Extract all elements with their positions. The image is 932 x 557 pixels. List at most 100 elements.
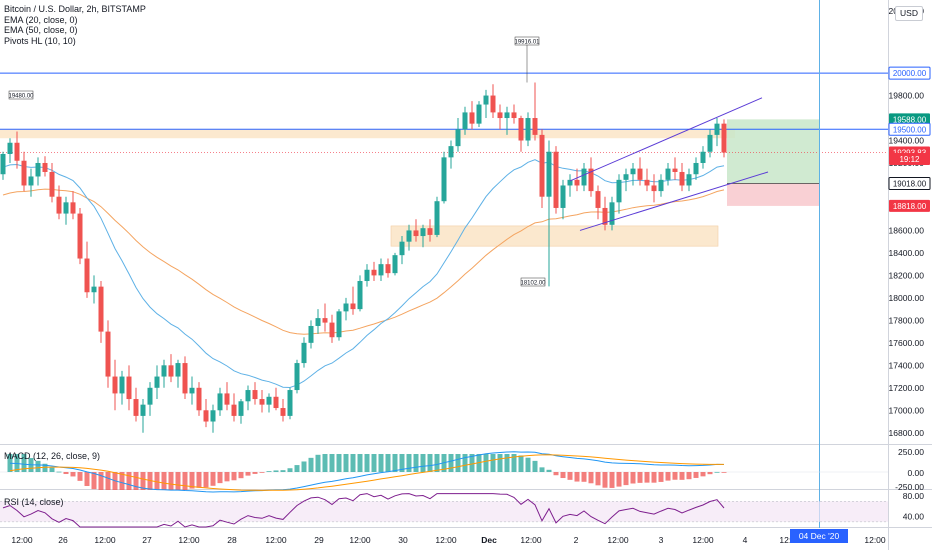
candle-body[interactable] <box>28 176 34 186</box>
candle-body[interactable] <box>14 142 20 161</box>
candle-body[interactable] <box>385 264 391 274</box>
candle-body[interactable] <box>126 376 132 400</box>
channel-upper-line[interactable] <box>569 97 763 182</box>
macd-label[interactable]: MACD (12, 26, close, 9) <box>4 451 101 461</box>
candle-body[interactable] <box>322 318 328 323</box>
candle-body[interactable] <box>560 185 566 208</box>
candle-body[interactable] <box>658 179 664 192</box>
candle-body[interactable] <box>483 95 489 105</box>
candle-body[interactable] <box>490 95 496 113</box>
candle-body[interactable] <box>700 151 706 163</box>
candle-body[interactable] <box>105 331 111 377</box>
candle-body[interactable] <box>70 202 76 214</box>
candle-body[interactable] <box>196 387 202 411</box>
candle-body[interactable] <box>84 258 90 293</box>
candle-body[interactable] <box>588 168 594 192</box>
candle-body[interactable] <box>707 134 713 152</box>
candle-body[interactable] <box>721 123 727 153</box>
candle-body[interactable] <box>168 365 174 377</box>
candle-body[interactable] <box>315 318 321 326</box>
candle-body[interactable] <box>210 410 216 422</box>
candle-body[interactable] <box>280 408 286 416</box>
candle-body[interactable] <box>175 363 181 377</box>
candle-body[interactable] <box>203 410 209 422</box>
position-profit-zone[interactable] <box>727 119 819 184</box>
candle-body[interactable] <box>469 112 475 124</box>
candle-body[interactable] <box>686 174 692 186</box>
candle-body[interactable] <box>343 303 349 312</box>
candle-body[interactable] <box>413 230 419 237</box>
candle-body[interactable] <box>147 387 153 405</box>
candle-body[interactable] <box>448 146 454 158</box>
indicator-ema20[interactable]: EMA (20, close, 0) <box>4 14 78 25</box>
candle-body[interactable] <box>462 112 468 130</box>
candle-body[interactable] <box>357 281 363 310</box>
currency-button[interactable]: USD <box>895 6 923 21</box>
candle-body[interactable] <box>399 241 405 256</box>
candle-body[interactable] <box>21 160 27 186</box>
candle-body[interactable] <box>714 123 720 135</box>
indicator-ema50[interactable]: EMA (50, close, 0) <box>4 25 78 35</box>
candle-body[interactable] <box>273 396 279 409</box>
candle-body[interactable] <box>420 228 426 237</box>
candle-body[interactable] <box>630 168 636 175</box>
candle-body[interactable] <box>350 303 356 310</box>
candle-body[interactable] <box>301 342 307 364</box>
candle-body[interactable] <box>553 151 559 208</box>
candle-body[interactable] <box>567 179 573 186</box>
candle-body[interactable] <box>287 390 293 416</box>
candle-body[interactable] <box>217 393 223 411</box>
candle-body[interactable] <box>574 179 580 186</box>
candle-body[interactable] <box>161 365 167 377</box>
candle-body[interactable] <box>266 396 272 405</box>
candle-body[interactable] <box>364 269 370 282</box>
candle-body[interactable] <box>581 168 587 186</box>
candle-body[interactable] <box>133 399 139 416</box>
candle-body[interactable] <box>329 322 335 338</box>
candle-body[interactable] <box>63 202 69 214</box>
candle-body[interactable] <box>455 129 461 147</box>
candle-body[interactable] <box>602 207 608 225</box>
indicator-pivots[interactable]: Pivots HL (10, 10) <box>4 35 76 46</box>
candle-body[interactable] <box>665 168 671 180</box>
candle-body[interactable] <box>98 286 104 332</box>
candle-body[interactable] <box>252 390 258 400</box>
candle-body[interactable] <box>308 325 314 343</box>
candle-body[interactable] <box>441 157 447 202</box>
candle-body[interactable] <box>49 171 55 197</box>
position-loss-zone[interactable] <box>727 183 819 206</box>
candle-body[interactable] <box>336 311 342 338</box>
candle-body[interactable] <box>693 162 699 175</box>
channel-lower-line[interactable] <box>579 171 769 231</box>
candle-body[interactable] <box>238 401 244 416</box>
candle-body[interactable] <box>224 393 230 405</box>
candle-body[interactable] <box>140 404 146 416</box>
candle-body[interactable] <box>672 168 678 172</box>
candle-body[interactable] <box>679 171 685 186</box>
candle-body[interactable] <box>476 104 482 124</box>
symbol-title[interactable]: Bitcoin / U.S. Dollar, 2h, BITSTAMP <box>4 4 146 14</box>
candle-body[interactable] <box>518 118 524 141</box>
candle-body[interactable] <box>525 118 531 141</box>
candle-body[interactable] <box>616 179 622 203</box>
candle-body[interactable] <box>91 286 97 293</box>
candle-body[interactable] <box>245 390 251 402</box>
candle-body[interactable] <box>434 201 440 235</box>
candle-body[interactable] <box>0 153 6 175</box>
candle-body[interactable] <box>259 399 265 405</box>
candle-body[interactable] <box>609 202 615 225</box>
candle-body[interactable] <box>595 191 601 208</box>
candle-body[interactable] <box>623 174 629 180</box>
candle-body[interactable] <box>182 363 188 394</box>
candle-body[interactable] <box>112 376 118 394</box>
candle-body[interactable] <box>154 376 160 388</box>
candle-body[interactable] <box>651 185 657 192</box>
candle-body[interactable] <box>546 151 552 197</box>
candle-body[interactable] <box>427 228 433 235</box>
candle-body[interactable] <box>511 112 517 119</box>
candle-body[interactable] <box>637 168 643 180</box>
candle-body[interactable] <box>497 112 503 119</box>
candle-body[interactable] <box>504 112 510 119</box>
candle-body[interactable] <box>231 404 237 416</box>
